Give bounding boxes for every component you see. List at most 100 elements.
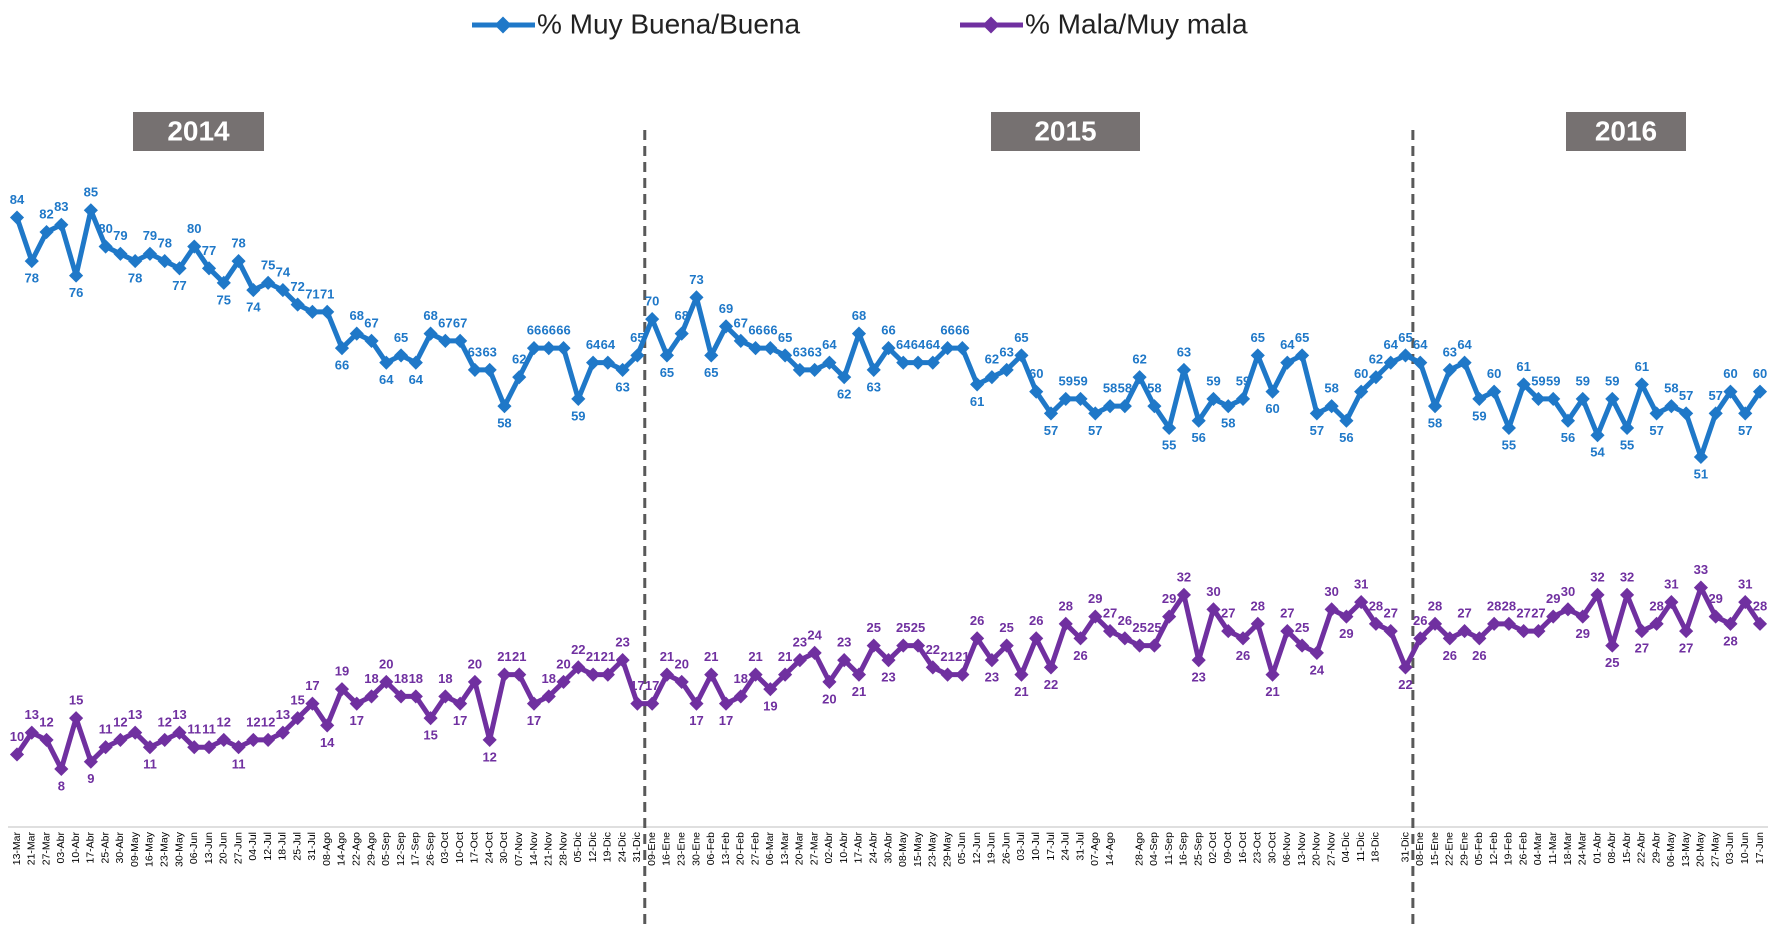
data-label: 13 xyxy=(172,707,186,722)
data-point xyxy=(704,348,719,363)
data-label: 51 xyxy=(1694,466,1708,481)
data-point xyxy=(231,740,246,755)
data-label: 17 xyxy=(630,678,644,693)
data-label: 26 xyxy=(970,613,984,628)
data-label: 11 xyxy=(187,722,201,737)
data-point xyxy=(807,362,822,377)
data-label: 13 xyxy=(276,707,290,722)
data-point xyxy=(1560,602,1576,617)
data-point xyxy=(1295,348,1310,363)
data-point xyxy=(1738,406,1753,421)
x-tick-label: 10-Abr xyxy=(838,831,850,863)
data-label: 62 xyxy=(1369,352,1383,367)
data-label: 75 xyxy=(217,292,231,307)
data-label: 26 xyxy=(1118,613,1132,628)
data-point xyxy=(349,696,364,711)
data-point xyxy=(1457,624,1472,639)
data-point xyxy=(1752,384,1768,399)
data-label: 85 xyxy=(84,185,98,200)
data-point xyxy=(1176,587,1191,602)
data-point xyxy=(1634,377,1649,392)
data-label: 17 xyxy=(527,713,541,728)
data-label: 21 xyxy=(497,649,511,664)
data-point xyxy=(1235,631,1251,646)
data-label: 58 xyxy=(497,416,511,431)
data-point xyxy=(1280,355,1295,370)
data-point xyxy=(970,377,985,392)
data-point xyxy=(1043,406,1059,421)
x-tick-label: 18-Jul xyxy=(277,832,289,861)
data-point xyxy=(261,732,276,748)
legend-marker xyxy=(982,16,1000,34)
x-tick-label: 21-Mar xyxy=(26,832,38,866)
data-point xyxy=(1029,631,1044,646)
data-label: 12 xyxy=(261,714,275,729)
data-point xyxy=(822,674,837,689)
data-label: 22 xyxy=(571,642,585,657)
data-point xyxy=(1649,616,1664,631)
year-label: 2016 xyxy=(1595,115,1657,146)
data-label: 64 xyxy=(1413,337,1428,352)
x-tick-label: 05-Jun xyxy=(956,832,968,864)
data-point xyxy=(1102,624,1118,639)
x-tick-label: 14-Ago xyxy=(336,832,348,866)
data-label: 61 xyxy=(1635,359,1649,374)
data-point xyxy=(1752,616,1768,631)
data-point xyxy=(659,667,675,682)
data-point xyxy=(1516,624,1531,639)
data-label: 65 xyxy=(1295,330,1309,345)
data-point xyxy=(1073,631,1088,646)
data-label: 28 xyxy=(1251,598,1265,613)
data-point xyxy=(512,370,527,385)
data-label: 63 xyxy=(1177,344,1191,359)
data-label: 21 xyxy=(586,649,600,664)
x-tick-label: 22-Ene xyxy=(1444,832,1456,866)
data-point xyxy=(674,326,689,341)
x-tick-label: 26-Feb xyxy=(1517,832,1529,865)
data-label: 27 xyxy=(1383,606,1397,621)
data-point xyxy=(1324,602,1339,617)
x-tick-label: 28-Ago xyxy=(1133,832,1145,866)
data-label: 27 xyxy=(1635,641,1649,656)
data-point xyxy=(1501,420,1516,436)
data-point xyxy=(896,638,911,653)
data-label: 15 xyxy=(423,728,437,743)
data-label: 60 xyxy=(1029,366,1043,381)
data-point xyxy=(674,674,689,689)
x-tick-label: 27-May xyxy=(1709,831,1721,867)
x-tick-label: 20-Jun xyxy=(218,832,230,864)
data-label: 12 xyxy=(217,714,231,729)
data-point xyxy=(556,341,571,356)
data-point xyxy=(940,341,955,356)
data-point xyxy=(157,732,172,748)
data-point xyxy=(1413,631,1428,646)
data-point xyxy=(467,362,482,377)
data-point xyxy=(24,725,39,740)
data-label: 12 xyxy=(39,714,53,729)
data-label: 23 xyxy=(881,670,895,685)
data-label: 21 xyxy=(512,649,526,664)
data-label: 22 xyxy=(926,642,940,657)
data-label: 58 xyxy=(1221,416,1235,431)
data-point xyxy=(9,210,25,225)
data-label: 27 xyxy=(1457,606,1471,621)
data-point xyxy=(837,653,852,668)
x-tick-label: 30-Abr xyxy=(114,831,126,863)
data-point xyxy=(1354,595,1369,610)
x-tick-label: 24-Oct xyxy=(483,832,495,864)
data-label: 64 xyxy=(379,372,394,387)
x-tick-label: 06-May xyxy=(1665,831,1677,867)
x-tick-label: 06-Feb xyxy=(705,832,717,865)
data-label: 59 xyxy=(1472,408,1486,423)
x-tick-label: 12-Dic xyxy=(587,832,599,862)
data-label: 65 xyxy=(1251,330,1265,345)
data-label: 56 xyxy=(1339,430,1353,445)
data-point xyxy=(1575,391,1590,406)
data-point xyxy=(1546,609,1561,624)
data-point xyxy=(305,304,320,319)
data-label: 23 xyxy=(1191,670,1205,685)
data-label: 29 xyxy=(1162,591,1176,606)
data-point xyxy=(748,341,763,356)
data-point xyxy=(393,689,409,704)
data-point xyxy=(837,370,852,385)
